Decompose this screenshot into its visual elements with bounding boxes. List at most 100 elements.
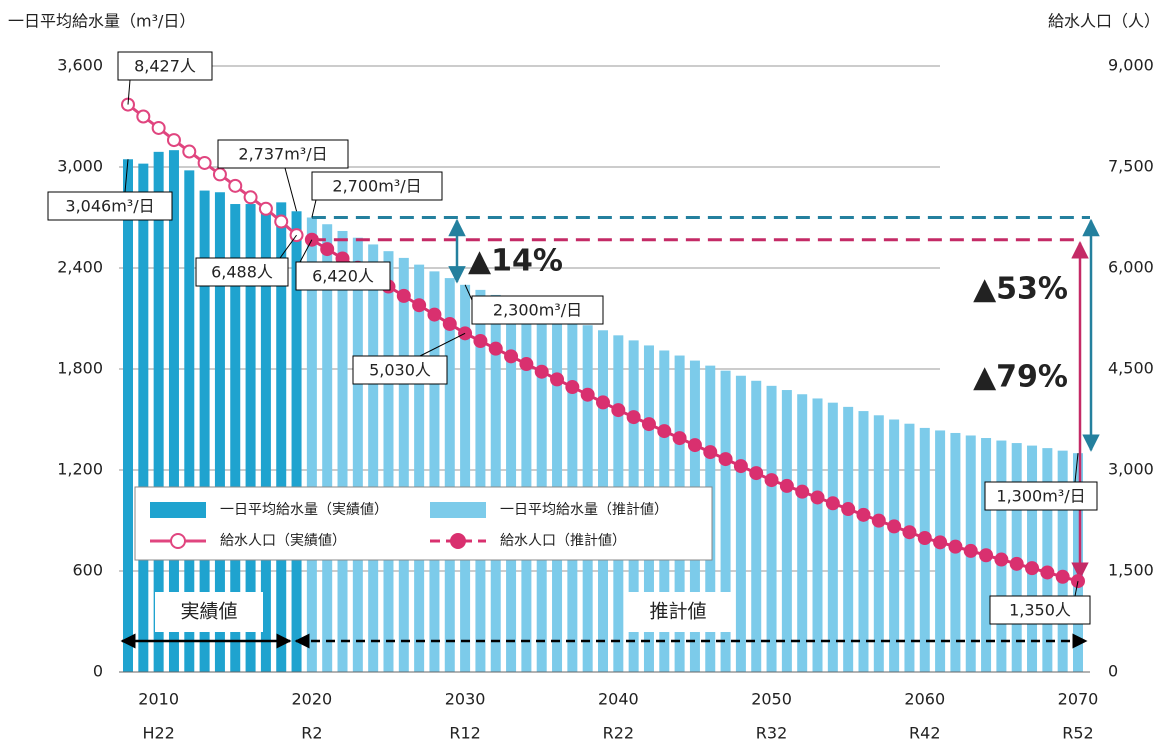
label-leader bbox=[279, 234, 297, 259]
label-box bbox=[217, 139, 349, 169]
line-marker bbox=[687, 438, 702, 453]
line-marker bbox=[442, 316, 457, 331]
bar bbox=[429, 271, 440, 672]
x-era-label: R52 bbox=[1062, 724, 1093, 743]
y2-tick-label: 4,500 bbox=[1108, 359, 1154, 378]
bar bbox=[766, 385, 777, 672]
bar bbox=[291, 211, 302, 672]
x-tick-label: 2040 bbox=[598, 690, 639, 709]
legend-label: 給水人口（実績値） bbox=[220, 533, 346, 549]
bar bbox=[368, 244, 379, 672]
bar bbox=[199, 190, 210, 673]
line-marker bbox=[749, 466, 764, 481]
x-era-label: R12 bbox=[449, 724, 480, 743]
label-box bbox=[195, 257, 289, 287]
data-label: 6,488人 bbox=[211, 263, 273, 282]
y2-tick-label: 0 bbox=[1108, 662, 1118, 681]
bar bbox=[797, 394, 808, 672]
label-leader bbox=[1074, 453, 1079, 483]
line-marker bbox=[948, 539, 963, 554]
bar bbox=[352, 237, 363, 672]
label-leader bbox=[1074, 581, 1079, 597]
bar bbox=[490, 294, 501, 672]
y2-axis-title: 給水人口（人） bbox=[1048, 12, 1160, 31]
period-label: 実績値 bbox=[180, 601, 237, 623]
line-marker bbox=[258, 201, 273, 216]
y2-tick-label: 1,500 bbox=[1108, 561, 1154, 580]
bar bbox=[506, 299, 517, 672]
data-label: 3,046m³/日 bbox=[65, 197, 154, 216]
bar bbox=[276, 202, 287, 672]
y-tick-label: 600 bbox=[72, 561, 103, 580]
bar bbox=[322, 224, 333, 672]
x-era-label: H22 bbox=[142, 724, 174, 743]
legend-swatch bbox=[450, 533, 466, 549]
bar bbox=[214, 192, 225, 672]
y2-tick-label: 3,000 bbox=[1108, 460, 1154, 479]
line-marker bbox=[396, 288, 411, 303]
label-box bbox=[311, 171, 443, 201]
bar bbox=[1057, 450, 1068, 672]
line-marker bbox=[580, 387, 595, 402]
legend-label: 一日平均給水量（推計値） bbox=[500, 502, 668, 518]
line-marker bbox=[994, 552, 1009, 567]
label-box bbox=[117, 51, 213, 81]
line-marker bbox=[810, 490, 825, 505]
line-marker bbox=[611, 403, 626, 418]
line-marker bbox=[565, 380, 580, 395]
bar bbox=[751, 380, 762, 672]
y-tick-label: 1,800 bbox=[57, 359, 103, 378]
line-marker bbox=[197, 155, 212, 170]
bar bbox=[812, 398, 823, 672]
line-marker bbox=[841, 502, 856, 517]
line-marker bbox=[412, 298, 427, 313]
label-box bbox=[471, 295, 604, 325]
line-marker bbox=[1025, 561, 1040, 576]
y-tick-label: 3,000 bbox=[57, 157, 103, 176]
bar bbox=[1027, 445, 1038, 672]
legend-swatch bbox=[430, 502, 486, 518]
line-marker bbox=[871, 513, 886, 528]
line-marker bbox=[963, 543, 978, 558]
line-marker bbox=[902, 525, 917, 540]
bar bbox=[398, 257, 409, 672]
label-leader bbox=[311, 199, 317, 218]
label-box bbox=[295, 261, 391, 291]
x-tick-label: 2010 bbox=[138, 690, 179, 709]
line-marker bbox=[151, 120, 166, 135]
line-marker bbox=[1009, 556, 1024, 571]
label-leader bbox=[284, 167, 298, 212]
y-axis-title: 一日平均給水量（m³/日） bbox=[8, 12, 195, 31]
bar bbox=[475, 289, 486, 672]
data-label: 2,700m³/日 bbox=[332, 177, 421, 196]
line-marker bbox=[166, 133, 181, 148]
y-tick-label: 1,200 bbox=[57, 460, 103, 479]
bar bbox=[919, 427, 930, 672]
x-era-label: R2 bbox=[301, 724, 322, 743]
period-label: 推計値 bbox=[649, 601, 706, 623]
legend-swatch bbox=[150, 502, 206, 518]
label-box bbox=[47, 191, 173, 221]
bar bbox=[184, 170, 195, 672]
line-marker bbox=[626, 410, 641, 425]
x-tick-label: 2020 bbox=[292, 690, 333, 709]
bar bbox=[444, 278, 455, 672]
period-box bbox=[155, 592, 263, 632]
label-leader bbox=[464, 284, 473, 301]
line-marker bbox=[274, 214, 289, 229]
line-marker bbox=[488, 341, 503, 356]
line-marker bbox=[519, 357, 534, 372]
line-marker bbox=[1040, 565, 1055, 580]
annotation: ▲14% bbox=[468, 244, 563, 279]
y2-tick-label: 9,000 bbox=[1108, 56, 1154, 75]
label-leader bbox=[419, 332, 466, 357]
bar bbox=[843, 406, 854, 672]
line-marker bbox=[779, 478, 794, 493]
line-marker bbox=[917, 531, 932, 546]
line-marker bbox=[212, 167, 227, 182]
data-label: 1,300m³/日 bbox=[996, 487, 1085, 506]
label-box bbox=[984, 481, 1098, 511]
bar bbox=[260, 204, 271, 673]
x-tick-label: 2030 bbox=[445, 690, 486, 709]
legend-label: 給水人口（推計値） bbox=[500, 533, 626, 549]
